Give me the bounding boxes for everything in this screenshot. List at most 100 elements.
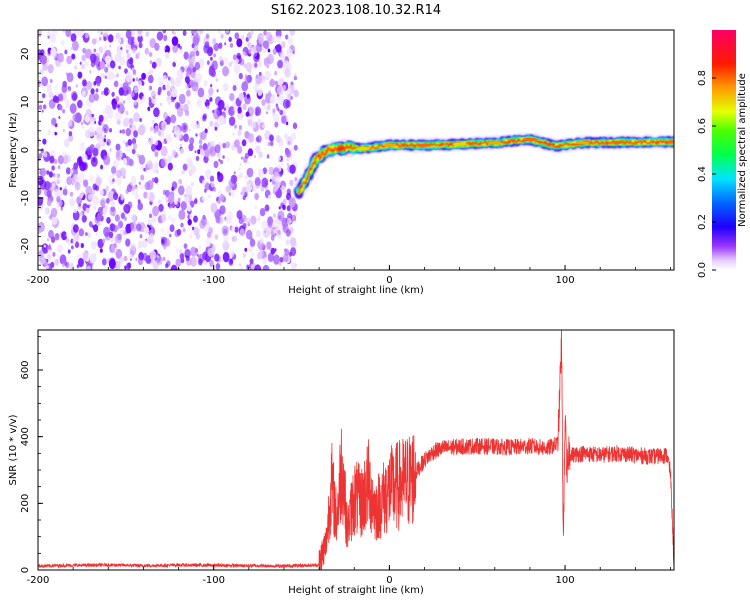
- noise-speck: [87, 232, 91, 238]
- noise-speck: [212, 38, 217, 45]
- noise-speck: [162, 111, 168, 120]
- noise-speck: [254, 141, 257, 145]
- noise-speck: [101, 62, 104, 66]
- noise-speck: [81, 63, 85, 70]
- noise-speck: [236, 38, 243, 48]
- noise-speck: [123, 216, 127, 221]
- noise-speck: [92, 195, 99, 206]
- noise-speck: [285, 149, 292, 158]
- noise-speck: [86, 80, 93, 90]
- noise-speck: [150, 88, 156, 97]
- noise-speck: [78, 203, 81, 207]
- noise-speck: [38, 187, 42, 196]
- noise-speck: [208, 94, 211, 99]
- noise-speck: [47, 63, 54, 74]
- x-tick-label: 100: [556, 275, 575, 286]
- noise-speck: [103, 138, 107, 143]
- noise-speck: [67, 249, 71, 254]
- noise-speck: [178, 209, 186, 220]
- noise-speck: [266, 197, 269, 201]
- noise-speck: [137, 51, 141, 56]
- noise-speck: [57, 165, 61, 170]
- noise-speck: [61, 150, 66, 158]
- noise-speck: [278, 156, 282, 161]
- noise-speck: [266, 111, 269, 115]
- noise-speck: [246, 183, 253, 193]
- noise-speck: [274, 80, 278, 86]
- noise-speck: [61, 84, 68, 93]
- noise-speck: [268, 134, 274, 142]
- noise-speck: [144, 47, 150, 55]
- noise-speck: [289, 164, 296, 174]
- x-tick-label: 0: [386, 575, 392, 586]
- noise-speck: [69, 103, 77, 114]
- noise-speck: [225, 104, 229, 109]
- noise-speck: [157, 90, 161, 96]
- noise-speck: [283, 108, 286, 112]
- noise-speck: [183, 133, 189, 143]
- noise-speck: [268, 166, 275, 176]
- noise-speck: [209, 259, 214, 267]
- noise-speck: [103, 115, 109, 123]
- noise-speck: [133, 86, 139, 94]
- noise-speck: [124, 236, 127, 240]
- noise-speck: [257, 216, 261, 221]
- noise-speck: [48, 229, 54, 239]
- noise-speck: [120, 47, 123, 50]
- noise-speck: [109, 236, 115, 243]
- noise-speck: [266, 104, 271, 111]
- noise-speck: [269, 228, 276, 238]
- noise-speck: [284, 248, 290, 256]
- noise-speck: [253, 52, 260, 63]
- noise-speck: [164, 52, 170, 59]
- ridge-peak: [667, 140, 674, 144]
- noise-speck: [246, 167, 254, 178]
- noise-speck: [254, 192, 259, 200]
- noise-speck: [280, 115, 287, 124]
- noise-speck: [62, 263, 65, 268]
- noise-speck: [47, 238, 49, 242]
- noise-speck: [274, 70, 278, 76]
- noise-speck: [262, 47, 266, 54]
- noise-speck: [73, 224, 79, 233]
- noise-speck: [40, 49, 45, 56]
- noise-speck: [100, 72, 105, 79]
- noise-speck: [264, 70, 271, 80]
- y-tick-label: 0: [20, 567, 31, 573]
- noise-speck: [42, 138, 47, 145]
- noise-speck: [207, 142, 211, 147]
- noise-speck: [38, 104, 43, 111]
- noise-speck: [65, 72, 68, 76]
- noise-speck: [205, 33, 210, 39]
- noise-speck: [255, 136, 260, 142]
- noise-speck: [188, 143, 194, 152]
- noise-speck: [62, 30, 66, 33]
- noise-speck: [170, 114, 177, 124]
- noise-speck: [197, 87, 205, 98]
- noise-speck: [232, 85, 237, 91]
- noise-speck: [151, 61, 157, 69]
- noise-speck: [80, 242, 85, 249]
- noise-speck: [127, 262, 132, 269]
- colorbar: 0.0 0.2 0.4 0.6 0.8 Normalized spectral ampl…: [697, 30, 748, 278]
- noise-speck: [292, 122, 298, 130]
- noise-speck: [267, 252, 274, 262]
- colorbar-gradient: [712, 30, 736, 270]
- noise-speck: [218, 42, 223, 49]
- spectrogram-noise-region: [38, 30, 299, 270]
- noise-speck: [251, 184, 257, 193]
- noise-speck: [65, 233, 69, 237]
- noise-speck: [210, 202, 218, 213]
- noise-speck: [187, 218, 192, 226]
- noise-speck: [106, 108, 114, 119]
- noise-speck: [266, 154, 270, 159]
- noise-speck: [112, 74, 116, 78]
- noise-speck: [72, 238, 77, 245]
- noise-speck: [62, 188, 68, 196]
- noise-speck: [58, 104, 63, 111]
- noise-speck: [148, 213, 153, 219]
- noise-speck: [276, 106, 279, 110]
- noise-speck: [261, 123, 265, 129]
- noise-speck: [115, 143, 121, 151]
- noise-speck: [54, 131, 57, 136]
